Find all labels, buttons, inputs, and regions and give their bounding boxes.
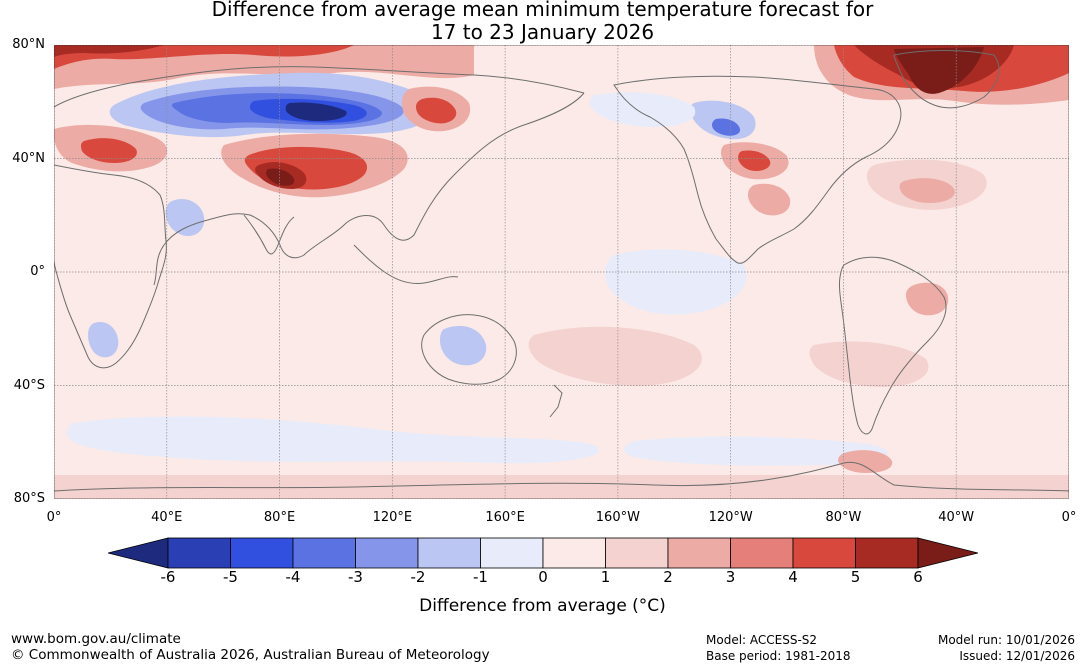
footer-copyright: © Commonwealth of Australia 2026, Austra…	[11, 647, 490, 663]
map-border	[54, 45, 1069, 499]
warm-anomaly-south-america	[906, 282, 949, 316]
warm-anomaly-antarctic-edge	[54, 475, 1069, 499]
colorbar-bin	[230, 537, 294, 569]
longitude-label: 160°E	[485, 510, 525, 525]
coastline-europe-asia	[54, 66, 585, 286]
cool-anomaly-north-pacific	[589, 92, 696, 127]
longitude-label: 80°E	[263, 510, 296, 525]
coastline-antarctica	[54, 461, 1069, 492]
warm-anomaly-north-atlantic-mid	[899, 178, 955, 203]
coastline-southeast-asia	[353, 244, 459, 284]
warm-anomaly-mexico	[748, 183, 791, 216]
colorbar-tick-label: 3	[725, 568, 736, 586]
longitude-label: 40°E	[151, 510, 183, 525]
title-line-1: Difference from average mean minimum tem…	[211, 0, 874, 21]
anomaly-map	[54, 45, 1069, 499]
cool-anomaly-southern-ocean-east	[624, 436, 888, 466]
map-title: Difference from average mean minimum tem…	[0, 0, 1085, 44]
colorbar-tick-label: 1	[600, 568, 611, 586]
colorbar-extend-low	[108, 537, 169, 569]
footer-model-run: Model run: 10/01/2026	[937, 633, 1075, 647]
colorbar-bin	[730, 537, 794, 569]
colorbar-tick-label: -5	[223, 568, 238, 586]
coastline-south-america	[839, 256, 947, 435]
footer-base-period: Base period: 1981-2018	[706, 649, 851, 663]
longitude-label: 0°	[1061, 510, 1077, 525]
colorbar-tick-label: -6	[160, 568, 176, 586]
warm-anomaly-tibet-peak	[266, 168, 295, 186]
coastline-australia	[421, 314, 517, 385]
colorbar-label: Difference from average (°C)	[419, 596, 666, 616]
colorbar-bin	[167, 537, 231, 569]
warm-anomaly-antarctic-peninsula	[838, 450, 893, 473]
longitude-label: 160°W	[595, 510, 640, 525]
colorbar-tick-label: -3	[348, 568, 363, 586]
colorbar-bin	[667, 537, 731, 569]
colorbar-bin	[542, 537, 606, 569]
warm-anomaly-east-asia-strong	[416, 97, 457, 124]
coastline-north-america	[613, 75, 902, 264]
colorbar-bin	[792, 537, 856, 569]
footer-model-info: Model: ACCESS-S2 Base period: 1981-2018	[706, 632, 851, 664]
cool-anomaly-australia	[440, 325, 487, 366]
cold-anomaly-siberia-peak	[285, 102, 347, 121]
warm-anomaly-south-pacific	[528, 326, 702, 386]
footer-url[interactable]: www.bom.gov.au/climate	[11, 631, 181, 647]
colorbar-tick-label: 2	[663, 568, 673, 586]
colorbar-bin	[605, 537, 669, 569]
longitude-label: 0°	[46, 510, 62, 525]
cool-anomaly-arabia	[165, 198, 205, 237]
colorbar-bin	[292, 537, 356, 569]
latitude-label: 80°S	[13, 491, 45, 506]
colorbar-tick-label: -4	[285, 568, 301, 586]
colorbar-tick-label: 4	[788, 568, 798, 586]
colorbar-tick-label: 0	[538, 568, 548, 586]
colorbar-tick-label: -1	[473, 568, 488, 586]
cold-anomaly-western-canada-strong	[712, 118, 741, 136]
latitude-label: 40°S	[13, 377, 45, 393]
cool-anomaly-southern-ocean-west	[67, 416, 600, 464]
latitude-label: 80°N	[12, 37, 45, 52]
cool-anomaly-southern-africa	[88, 321, 119, 358]
longitude-label: 80°W	[825, 510, 862, 525]
coastline-india	[243, 214, 295, 255]
footer-model: Model: ACCESS-S2	[706, 633, 818, 647]
footer-issued: Issued: 12/01/2026	[959, 649, 1075, 663]
coastline-africa	[54, 164, 167, 369]
warm-anomaly-europe-strong	[80, 138, 137, 163]
footer-run-info: Model run: 10/01/2026 Issued: 12/01/2026	[938, 632, 1075, 664]
latitude-label: 0°	[30, 264, 45, 279]
footer-credits: www.bom.gov.au/climate © Commonwealth of…	[11, 631, 490, 663]
longitude-label: 120°W	[708, 510, 753, 525]
longitude-label: 120°E	[372, 510, 413, 525]
colorbar-extend-high	[917, 537, 978, 569]
colorbar-bin	[480, 537, 544, 569]
colorbar-bin	[417, 537, 481, 569]
coastline-new-zealand	[549, 384, 563, 418]
colorbar-bin	[355, 537, 419, 569]
latitude-label: 40°N	[12, 150, 45, 166]
cool-anomaly-central-pacific	[605, 249, 747, 315]
warm-anomaly-us-south-strong	[738, 150, 771, 171]
graticule	[54, 45, 1069, 499]
longitude-label: 40°W	[938, 510, 975, 525]
warm-anomaly-arctic-west-core	[54, 45, 164, 57]
warm-anomaly-greenland-peak	[894, 47, 984, 94]
colorbar-bin	[855, 537, 919, 569]
colorbar-tick-label: -2	[410, 568, 426, 586]
colorbar-tick-label: 6	[913, 568, 923, 586]
colorbar	[108, 537, 978, 569]
colorbar-tick-label: 5	[850, 568, 861, 586]
title-line-2: 17 to 23 January 2026	[430, 20, 655, 44]
coastline-greenland	[893, 50, 1000, 109]
